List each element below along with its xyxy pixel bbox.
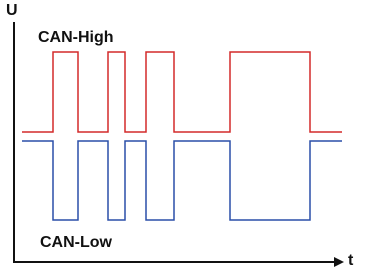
can-high-waveform	[22, 51, 342, 133]
signal-label: CAN-High	[38, 29, 114, 46]
can-low-waveform	[22, 140, 342, 221]
signal-label: CAN-Low	[40, 234, 113, 251]
x-axis-label: t	[348, 252, 354, 269]
y-axis-label: U	[6, 2, 18, 19]
x-axis-arrow	[334, 257, 344, 267]
